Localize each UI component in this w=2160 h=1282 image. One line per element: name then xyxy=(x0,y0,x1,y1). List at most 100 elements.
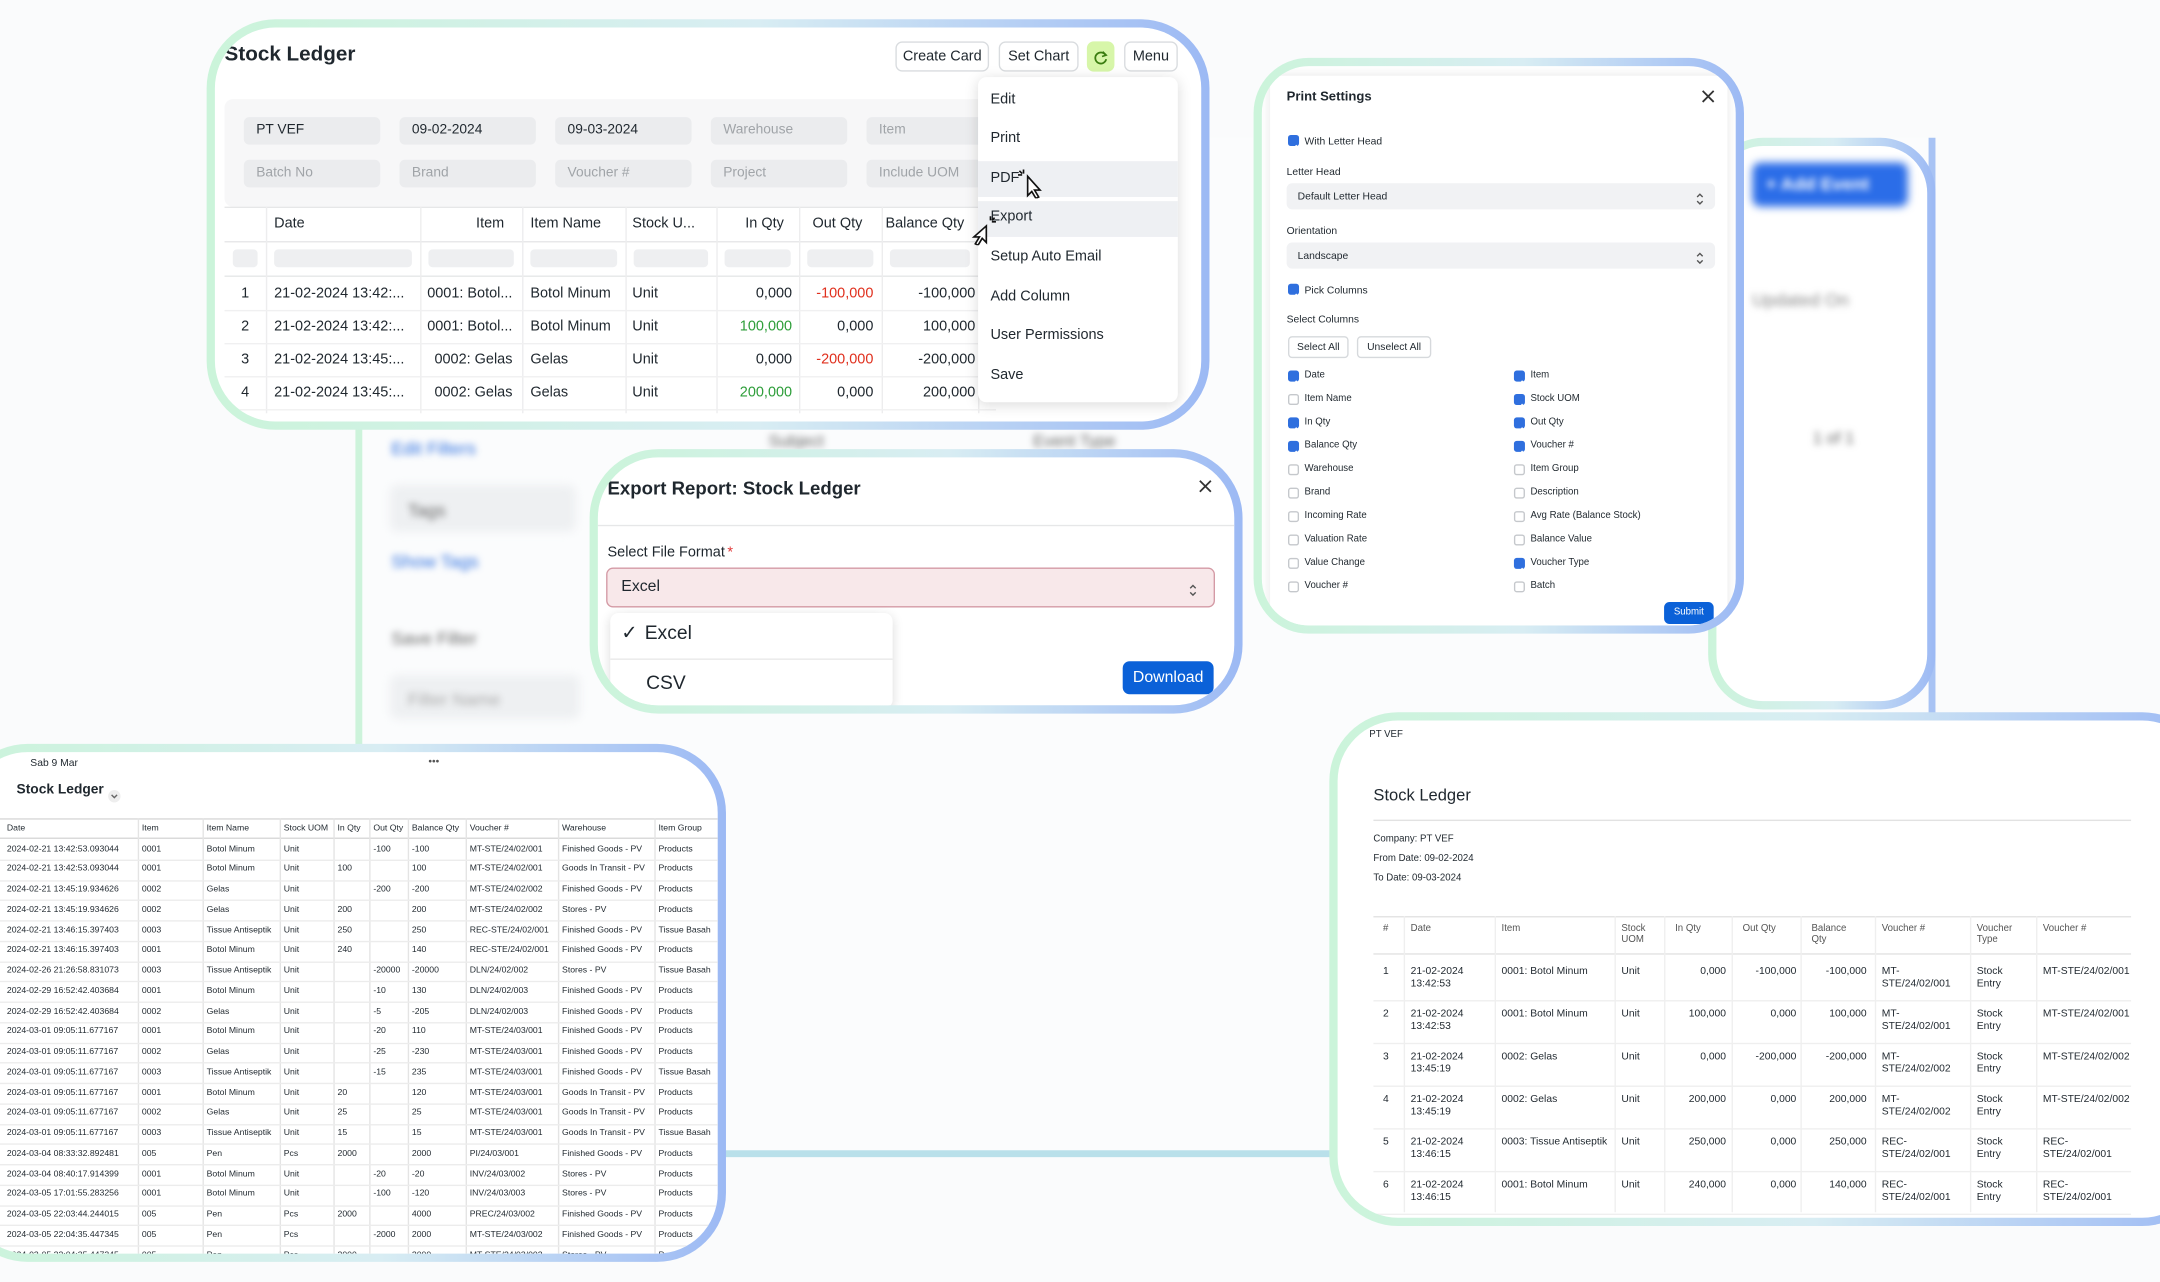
button[interactable]: Set Chart xyxy=(998,41,1079,72)
column-header: Stock U... xyxy=(632,214,695,232)
menu-item[interactable]: Export xyxy=(990,208,1033,225)
button[interactable]: Menu xyxy=(1124,41,1178,72)
checkbox[interactable] xyxy=(1288,283,1300,295)
sheet-cell: Products xyxy=(658,843,693,854)
download-button[interactable]: Download xyxy=(1122,661,1214,695)
preview-cell: 3 xyxy=(1383,1049,1389,1063)
menu-item[interactable]: Setup Auto Email xyxy=(990,247,1102,265)
button[interactable]: Unselect All xyxy=(1356,336,1432,359)
checkbox[interactable] xyxy=(1513,581,1525,593)
preview-cell: MT-STE/24/02/002 xyxy=(1881,1049,1951,1075)
checkbox[interactable] xyxy=(1513,511,1525,523)
sheet-cell: DLN/24/02/002 xyxy=(469,965,529,976)
menu-item[interactable]: PDF xyxy=(990,169,1020,186)
sheet-cell: 2000 xyxy=(412,1250,464,1253)
checkbox[interactable] xyxy=(1288,417,1300,429)
refresh-button[interactable] xyxy=(1086,41,1115,72)
sheet-header: Balance Qty xyxy=(411,823,460,833)
checkbox[interactable] xyxy=(1513,464,1525,476)
sheet-cell: DLN/24/02/003 xyxy=(469,1006,529,1016)
sheet-cell: Pcs xyxy=(283,1229,299,1240)
sheet-cell: 2000 xyxy=(337,1250,367,1253)
checkbox[interactable] xyxy=(1513,370,1525,382)
checkbox[interactable] xyxy=(1513,487,1525,499)
menu-item[interactable]: Print xyxy=(990,129,1021,147)
select[interactable] xyxy=(1286,183,1716,210)
filter-area xyxy=(224,99,996,207)
checkbox[interactable] xyxy=(1288,440,1300,452)
checkbox[interactable] xyxy=(1513,534,1525,546)
table-cell: Unit xyxy=(632,285,659,302)
sheet-cell: Tissue Basah xyxy=(658,1128,711,1138)
checkbox[interactable] xyxy=(1513,417,1525,429)
dropdown-option[interactable]: Excel xyxy=(644,621,692,644)
preview-cell: -200,000 xyxy=(1755,1049,1797,1063)
checkbox[interactable] xyxy=(1513,557,1525,569)
sheet-cell: Unit xyxy=(283,1067,300,1077)
column-rule xyxy=(2036,916,2038,1213)
column-filter xyxy=(274,249,412,268)
sheet-column-rule xyxy=(369,818,371,1254)
dialog-title: Export Report: Stock Ledger xyxy=(607,478,861,499)
sheet-cell: Products xyxy=(658,864,693,874)
checkbox[interactable] xyxy=(1288,370,1300,382)
close-button[interactable] xyxy=(1700,87,1717,104)
check-icon-part xyxy=(1289,427,1298,434)
select[interactable] xyxy=(606,567,1215,608)
sheet-cell: 4000 xyxy=(411,1209,432,1220)
checkbox[interactable] xyxy=(1288,393,1300,405)
menu-item[interactable]: Edit xyxy=(990,90,1016,107)
sheet-cell: PI/24/03/001 xyxy=(469,1148,519,1159)
menu-item[interactable]: User Permissions xyxy=(990,326,1104,344)
sheet-cell: 005 xyxy=(142,1250,201,1253)
sheet-row-rule xyxy=(0,879,718,881)
sheet-cell: Finished Goods - PV xyxy=(562,945,643,955)
sheet-cell: INV/24/03/003 xyxy=(469,1189,526,1199)
stock-ledger-card-frame: Stock Ledger Create Card Set Chart Menu PT V… xyxy=(206,19,1210,430)
button[interactable]: Select All xyxy=(1288,336,1349,359)
checkbox[interactable] xyxy=(1513,440,1525,452)
sheet-cell: 0002 xyxy=(141,1107,162,1118)
check-icon xyxy=(1288,441,1299,457)
column-rule xyxy=(1874,916,1877,1213)
sheet-cell: Products xyxy=(658,1087,693,1098)
sheet-cell: Products xyxy=(658,1107,693,1118)
checkbox[interactable] xyxy=(1288,511,1300,523)
filter-text: Item xyxy=(878,122,906,138)
submit-button[interactable]: Submit xyxy=(1664,601,1714,625)
blurred-text: Show Tags xyxy=(391,551,479,572)
table-cell: 0,000 xyxy=(755,285,793,302)
table-cell: 4 xyxy=(241,384,250,401)
menu-item[interactable]: Add Column xyxy=(990,287,1071,304)
column-option: Voucher Type xyxy=(1530,557,1590,567)
column-rule xyxy=(1969,916,1972,1213)
check-icon xyxy=(1514,394,1525,410)
sheet-cell: Botol Minum xyxy=(206,985,255,996)
menu-item[interactable]: Save xyxy=(990,365,1024,383)
date-label: Sab 9 Mar xyxy=(30,756,78,769)
dropdown-option[interactable]: CSV xyxy=(646,670,686,693)
select[interactable] xyxy=(1286,242,1716,269)
sheet-column-rule xyxy=(557,818,560,1254)
checkbox[interactable] xyxy=(1288,464,1300,476)
checkbox[interactable] xyxy=(1288,134,1300,147)
checkbox[interactable] xyxy=(1513,393,1525,405)
checkbox[interactable] xyxy=(1288,534,1300,546)
select-chevron xyxy=(1187,580,1198,597)
sheet-row-rule xyxy=(0,899,718,902)
button[interactable]: Create Card xyxy=(895,41,990,72)
sheet-cell: 2000 xyxy=(411,1148,432,1159)
meta-line: Company: PT VEF xyxy=(1373,834,1454,845)
checkbox[interactable] xyxy=(1288,581,1300,593)
blurred-text: Subject xyxy=(768,431,824,451)
sheet-column-rule xyxy=(137,818,140,1254)
close-button[interactable] xyxy=(1197,477,1214,494)
sheet-cell: Goods In Transit - PV xyxy=(562,1107,645,1118)
checkbox[interactable] xyxy=(1288,557,1300,569)
row-rule xyxy=(1373,1042,2132,1045)
sheet-cell: 0001 xyxy=(141,864,162,874)
sheet-header: Warehouse xyxy=(562,823,607,833)
sheet-cell: Finished Goods - PV xyxy=(562,925,643,935)
select-chevron-part xyxy=(1189,584,1197,597)
checkbox[interactable] xyxy=(1288,487,1300,499)
